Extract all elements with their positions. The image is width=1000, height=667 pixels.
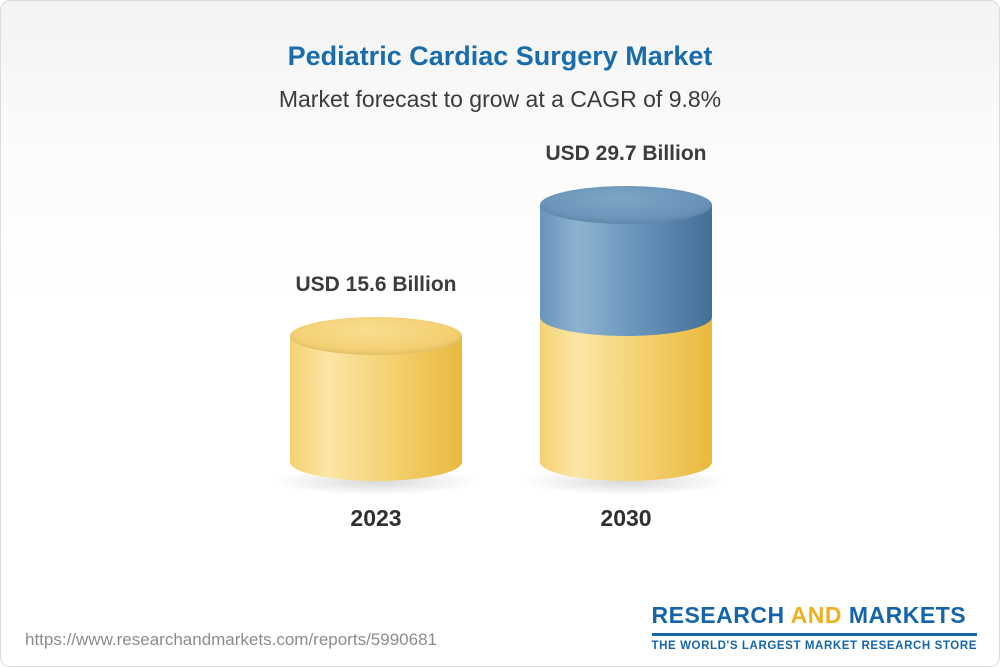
footer: https://www.researchandmarkets.com/repor… — [25, 602, 977, 652]
cylinder-top-2030 — [540, 185, 712, 224]
cylinder-segment-blue-2030 — [540, 204, 712, 336]
report-url-link[interactable]: https://www.researchandmarkets.com/repor… — [25, 630, 437, 649]
bar-value-label-2023: USD 15.6 Billion — [295, 272, 457, 296]
cylinder-bar-chart: USD 15.6 Billion 2023 USD 29.7 Billion 2030 — [1, 113, 999, 553]
logo-tagline: THE WORLD'S LARGEST MARKET RESEARCH STOR… — [651, 640, 977, 652]
logo-word-markets: MARKETS — [848, 602, 967, 628]
bar-category-label-2030: 2030 — [600, 505, 652, 531]
bar-category-label-2023: 2023 — [350, 505, 402, 531]
logo-word-and: AND — [790, 602, 842, 628]
header: Pediatric Cardiac Surgery Market Market … — [1, 1, 999, 113]
page-title: Pediatric Cardiac Surgery Market — [287, 41, 713, 71]
logo-divider-rule — [651, 633, 977, 636]
bar-value-label-2030: USD 29.7 Billion — [545, 141, 707, 165]
page-subtitle: Market forecast to grow at a CAGR of 9.8… — [278, 86, 722, 112]
cylinder-segment-gold-2030 — [540, 316, 712, 481]
research-and-markets-logo: RESEARCH AND MARKETS THE WORLD'S LARGEST… — [651, 602, 978, 652]
cylinder-segment-gold-2023 — [290, 335, 462, 481]
cylinder-top-2023 — [290, 316, 462, 355]
logo-wordmark: RESEARCH AND MARKETS — [652, 602, 978, 629]
logo-word-research: RESEARCH — [651, 602, 785, 628]
